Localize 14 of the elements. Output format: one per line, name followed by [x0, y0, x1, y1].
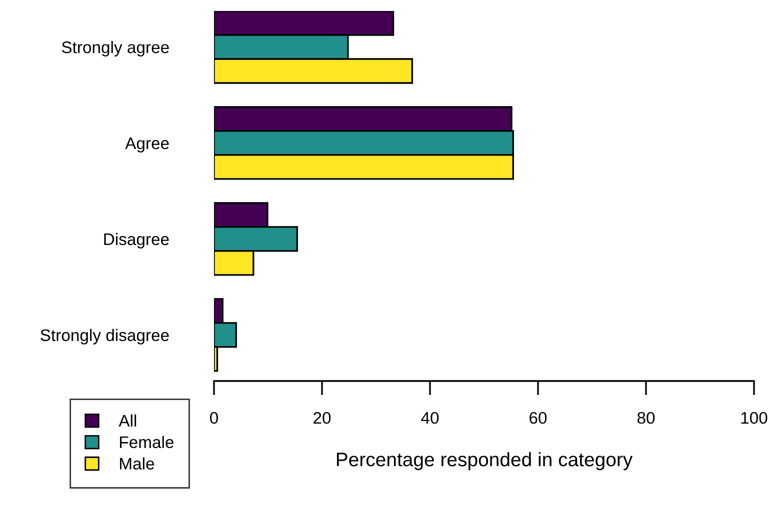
y-tick-label: Strongly disagree — [40, 328, 169, 344]
legend-label: All — [118, 414, 136, 426]
x-axis-title: Percentage responded in category — [336, 452, 633, 470]
y-tick-label: Disagree — [104, 232, 169, 248]
x-tick-label: 80 — [637, 412, 655, 424]
legend-label: Male — [120, 457, 154, 470]
x-tick-label: 60 — [530, 412, 547, 424]
legend-label: Female — [120, 436, 174, 448]
x-tick-label: 0 — [210, 412, 218, 424]
x-tick-label: 40 — [421, 412, 439, 424]
x-tick-label: 100 — [741, 412, 768, 424]
y-tick-label: Strongly agree — [62, 40, 169, 56]
y-tick-label: Agree — [125, 138, 169, 152]
x-tick-label: 20 — [314, 412, 331, 424]
